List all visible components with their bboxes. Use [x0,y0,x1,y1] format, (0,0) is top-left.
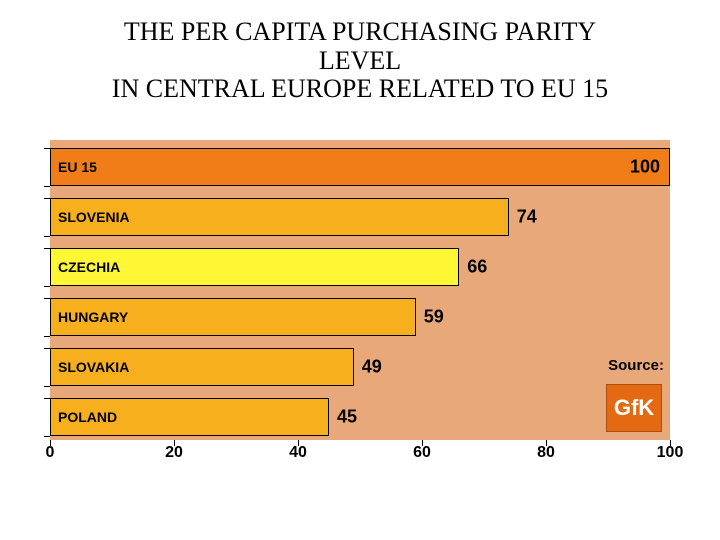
bar-value-label: 66 [467,257,487,278]
x-tick-label: 20 [165,444,183,462]
page-title: THE PER CAPITA PURCHASING PARITY LEVEL I… [0,18,720,104]
x-tick-label: 60 [413,444,431,462]
plot-area: EU 15 100 SLOVENIA 74 CZECHIA 66 HUNGARY 59 SLOV… [50,140,670,440]
bar-row: EU 15 100 [50,148,670,186]
bar-value-label: 74 [517,207,537,228]
y-tick-mark [44,236,50,237]
bar-value-label: 45 [337,407,357,428]
bar-category-label: EU 15 [58,159,97,175]
bar-category-label: SLOVAKIA [58,359,129,375]
bar-value-label: 100 [630,157,660,178]
x-tick-label: 100 [657,444,684,462]
y-tick-mark [44,386,50,387]
bar-row: SLOVENIA 74 [50,198,670,236]
bar [50,148,670,186]
x-tick-label: 80 [537,444,555,462]
y-tick-mark [44,436,50,437]
x-tick-label: 0 [46,444,55,462]
y-tick-mark [44,186,50,187]
bar-category-label: HUNGARY [58,309,128,325]
bar-value-label: 59 [424,307,444,328]
y-tick-mark [44,336,50,337]
bar-category-label: SLOVENIA [58,209,130,225]
bar-category-label: POLAND [58,409,117,425]
bar-row: POLAND 45 [50,398,670,436]
bar-row: HUNGARY 59 [50,298,670,336]
bar-row: CZECHIA 66 [50,248,670,286]
gfk-logo: GfK [606,384,662,432]
source-label: Source: [608,357,664,374]
y-tick-mark [44,286,50,287]
bar-category-label: CZECHIA [58,259,120,275]
chart-container: EU 15 100 SLOVENIA 74 CZECHIA 66 HUNGARY 59 SLOV… [50,140,670,440]
bar-value-label: 49 [362,357,382,378]
x-tick-label: 40 [289,444,307,462]
bar-row: SLOVAKIA 49 [50,348,670,386]
